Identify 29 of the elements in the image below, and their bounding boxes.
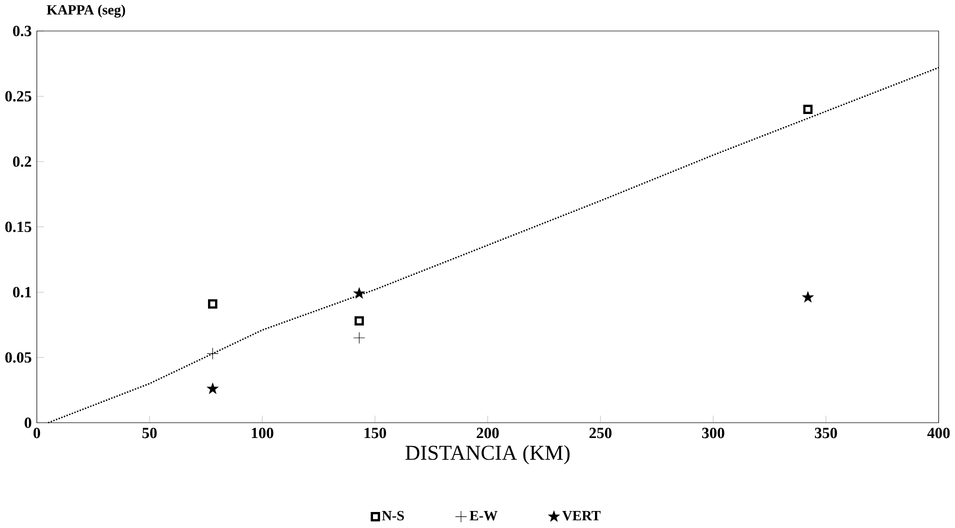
legend-label: E-W [470,510,498,520]
x-tick-label: 200 [476,428,499,438]
x-tick-label: 100 [252,428,274,438]
y-tick-label: 0 [24,418,32,428]
point [802,291,814,302]
y-tick-label: 0.25 [5,91,32,102]
point [353,332,366,344]
legend-label: N-S [382,510,404,520]
x-tick-label: 50 [142,428,157,438]
x-tick-label: 0 [34,428,40,438]
x-tick-label: 350 [814,428,837,438]
y-tick-label: 0.3 [13,26,32,36]
y-tick-label: 0.2 [13,156,32,167]
x-tick-label: 150 [364,428,386,438]
point [207,382,218,394]
point [354,288,365,298]
y-tick-label: 0.15 [5,222,32,232]
legend-label: VERT [562,510,601,520]
x-tick-label: 250 [589,428,612,438]
y-tick-label: 0.05 [5,352,32,363]
x-tick-label: 400 [927,428,950,438]
point [208,299,218,309]
x-tick-label: 300 [702,428,724,438]
y-tick-label: 0.1 [13,286,32,298]
point [354,316,364,326]
point [803,104,813,114]
y-axis-title: KAPPA (seg) [46,4,126,18]
point [206,348,219,360]
x-axis-title: DISTANCIA (KM) [406,445,570,464]
